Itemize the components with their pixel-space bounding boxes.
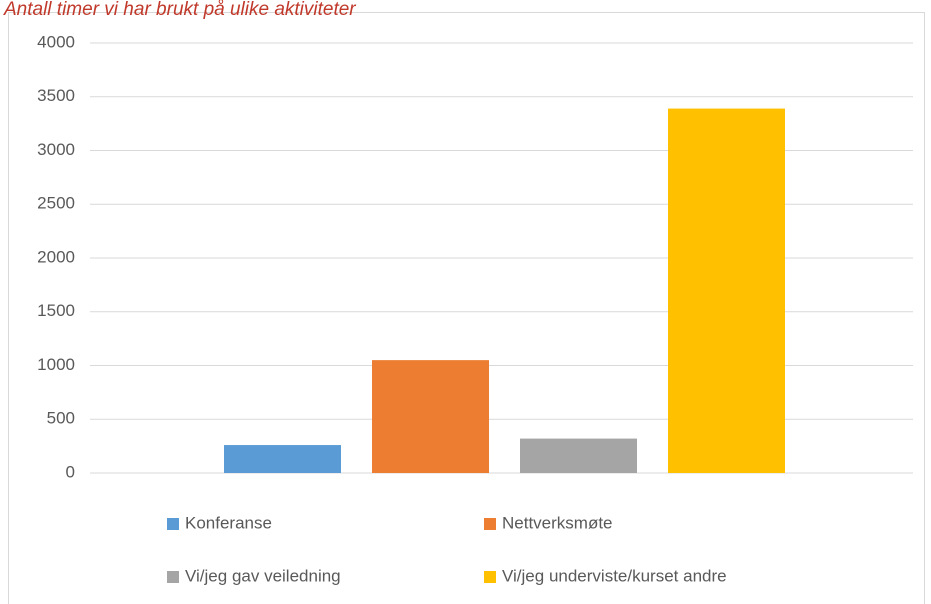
y-tick-label: 0 [66,462,75,481]
y-tick-label: 1000 [37,355,75,374]
bar [372,360,489,473]
chart-frame [8,12,925,604]
chart-title: Antall timer vi har brukt på ulike aktiv… [3,0,356,20]
legend-label: Nettverksmøte [502,513,613,532]
bar [224,445,341,473]
y-tick-label: 4000 [37,32,75,51]
y-tick-label: 3000 [37,140,75,159]
y-tick-label: 2000 [37,247,75,266]
y-tick-label: 500 [47,409,75,428]
y-tick-label: 3500 [37,86,75,105]
bar [520,438,637,473]
y-tick-label: 2500 [37,194,75,213]
legend-label: Vi/jeg underviste/kurset andre [502,566,727,585]
y-tick-label: 1500 [37,301,75,320]
legend-label: Konferanse [185,513,272,532]
legend-swatch [167,518,179,530]
bar [668,108,785,473]
legend-swatch [167,571,179,583]
legend-swatch [484,518,496,530]
legend-label: Vi/jeg gav veiledning [185,566,341,585]
legend-swatch [484,571,496,583]
